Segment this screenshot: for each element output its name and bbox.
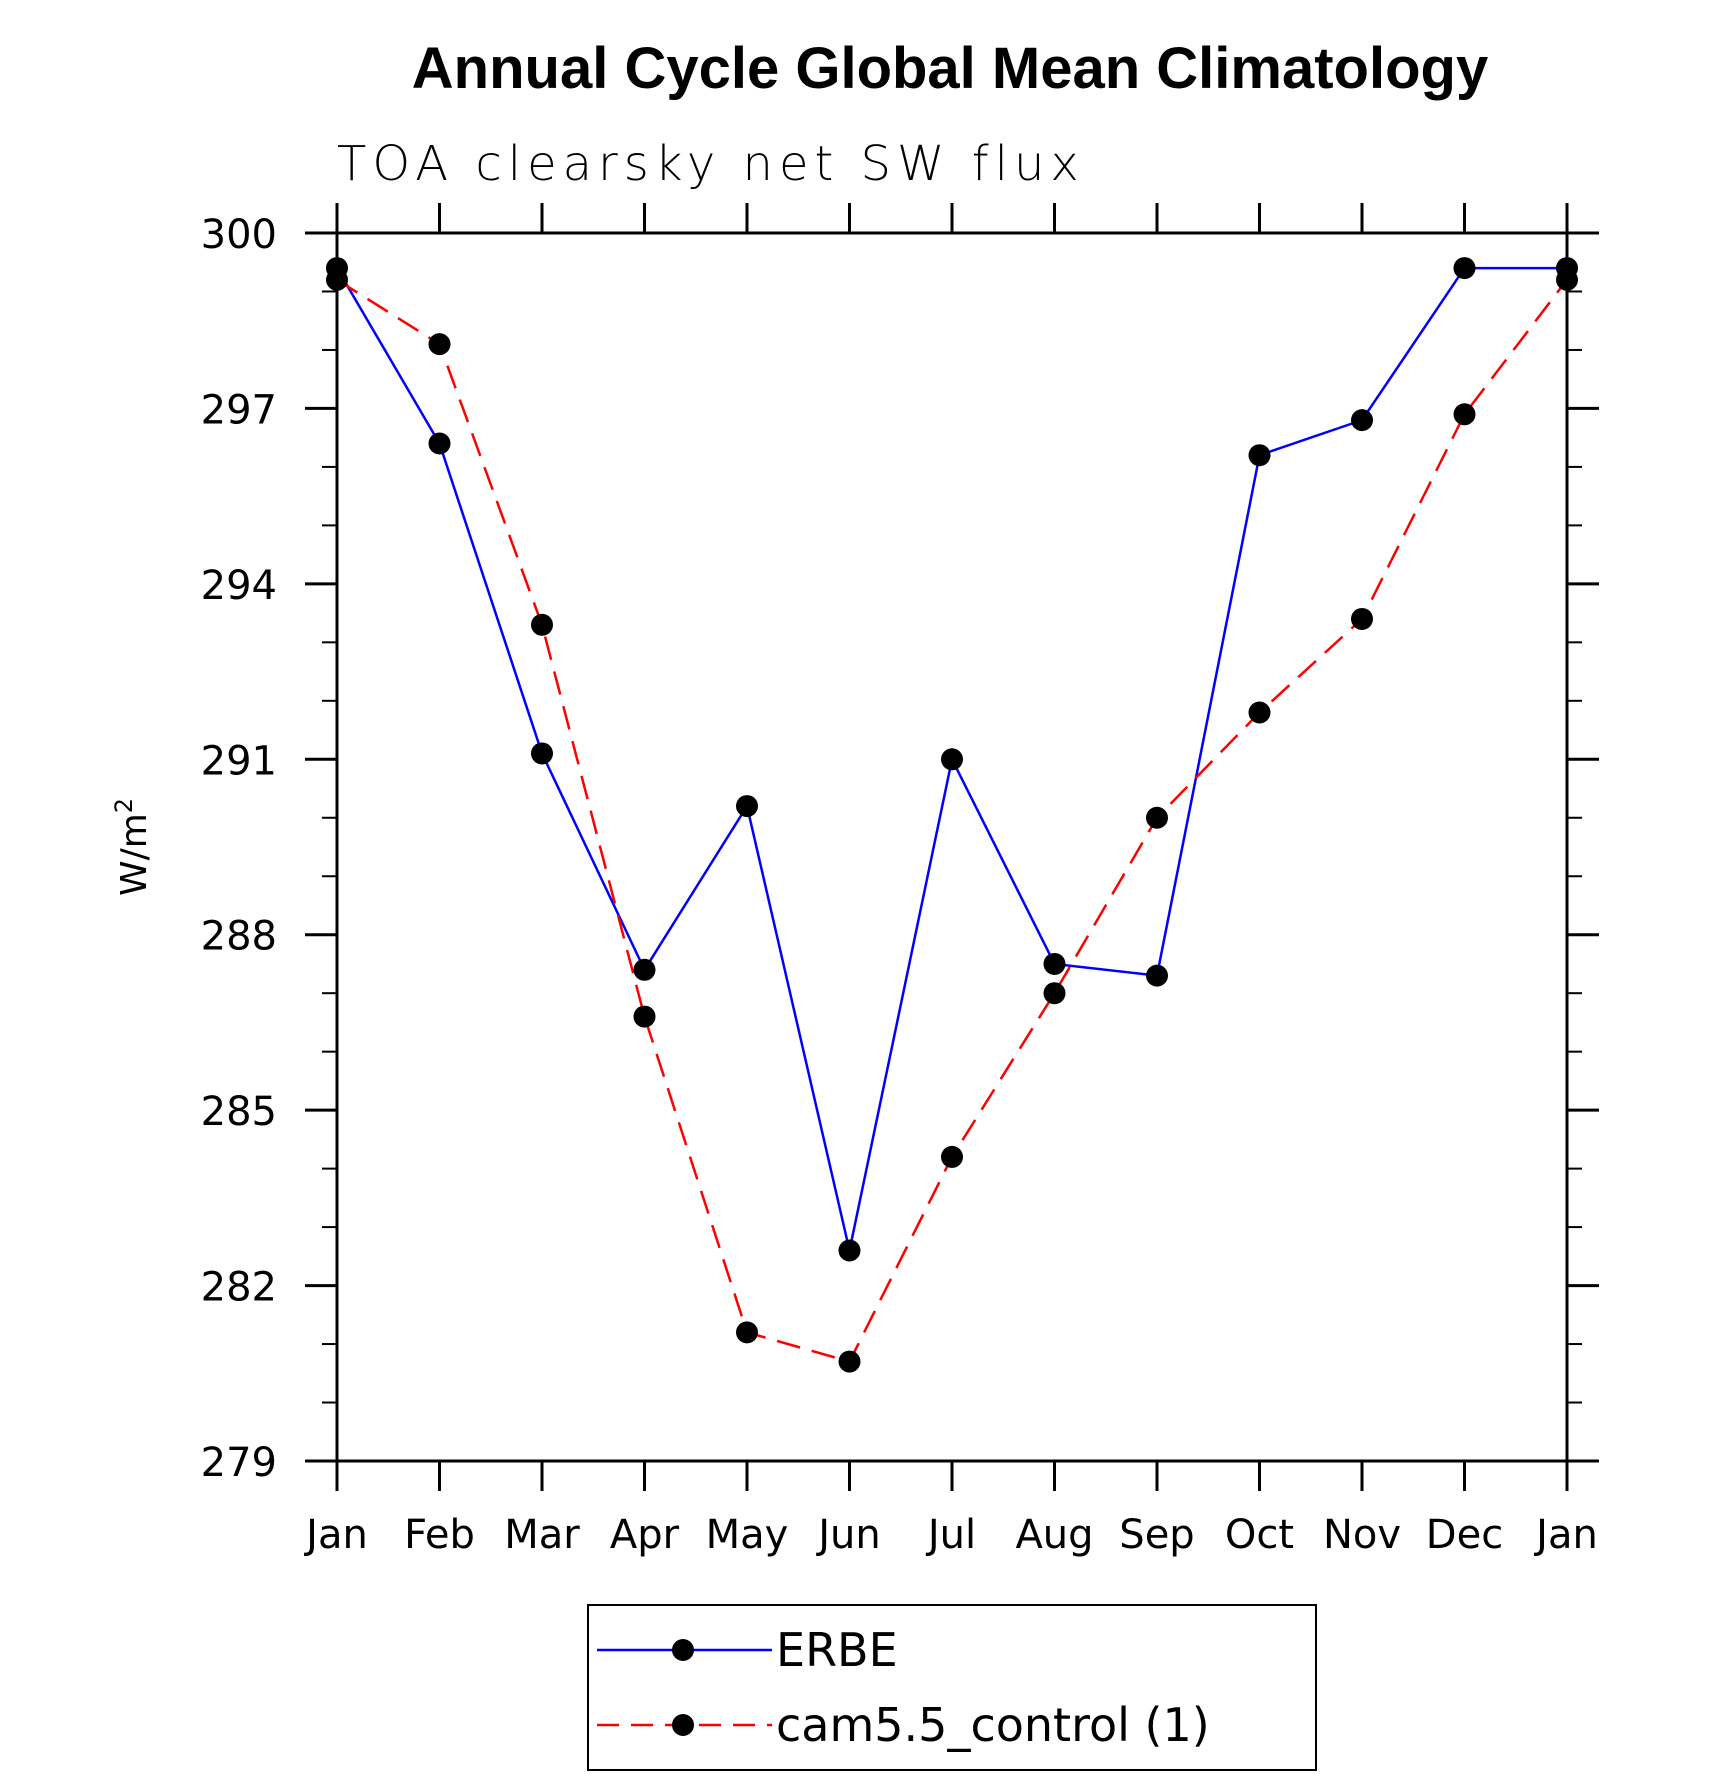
- x-tick-label: Dec: [1426, 1512, 1503, 1558]
- data-point-1: [1453, 403, 1476, 426]
- plot-frame: [335, 231, 1569, 1463]
- y-tick-label: 294: [201, 563, 277, 609]
- y-tick-label: 297: [201, 387, 277, 433]
- data-point-1: [941, 1145, 963, 1168]
- data-point-1: [1351, 607, 1373, 630]
- data-point-0: [941, 748, 963, 771]
- legend-marker-erbe: [672, 1639, 694, 1661]
- data-point-1: [531, 613, 553, 636]
- legend-label-erbe: ERBE: [776, 1623, 898, 1677]
- x-tick-label: May: [706, 1512, 789, 1558]
- y-tick-label: 279: [201, 1440, 277, 1486]
- data-point-1: [633, 1005, 656, 1028]
- x-tick-label: Jan: [303, 1512, 368, 1558]
- y-tick-label: 285: [201, 1089, 277, 1135]
- legend: ERBE cam5.5_control (1): [587, 1604, 1317, 1771]
- y-tick-label: 291: [201, 738, 277, 784]
- x-tick-label: Jul: [925, 1512, 976, 1558]
- data-point-0: [1043, 952, 1066, 975]
- x-tick-label: Apr: [610, 1512, 680, 1558]
- data-point-1: [736, 1321, 758, 1344]
- y-tick-label: 300: [201, 212, 277, 258]
- y-axis-label-text: W/m: [114, 813, 155, 896]
- data-point-0: [1453, 257, 1476, 280]
- x-tick-label: Aug: [1015, 1512, 1093, 1558]
- data-point-0: [1146, 964, 1168, 987]
- data-point-0: [1248, 444, 1271, 467]
- y-axis-label-superscript: 2: [110, 798, 138, 813]
- data-point-0: [1351, 409, 1373, 432]
- data-point-1: [1146, 806, 1168, 829]
- y-tick-label: 282: [201, 1265, 277, 1311]
- x-tick-label: Oct: [1225, 1512, 1294, 1558]
- data-point-1: [428, 333, 451, 356]
- data-point-0: [428, 432, 451, 455]
- data-point-0: [531, 742, 553, 765]
- x-tick-label: Jun: [815, 1512, 881, 1558]
- data-point-0: [736, 795, 758, 818]
- data-point-1: [838, 1350, 861, 1373]
- data-point-0: [838, 1239, 861, 1262]
- x-tick-label: Feb: [404, 1512, 475, 1558]
- data-point-0: [633, 958, 656, 981]
- legend-marker-cam: [672, 1714, 694, 1736]
- x-tick-label: Jan: [1533, 1512, 1598, 1558]
- x-tick-label: Mar: [504, 1512, 580, 1558]
- y-tick-label: 288: [201, 914, 277, 960]
- x-tick-label: Sep: [1119, 1512, 1194, 1558]
- x-tick-label: Nov: [1323, 1512, 1401, 1558]
- data-point-1: [1248, 701, 1271, 724]
- data-point-1: [1556, 268, 1578, 291]
- data-point-1: [1043, 982, 1066, 1005]
- legend-box: [587, 1604, 1317, 1771]
- chart-title: Annual Cycle Global Mean Climatology: [412, 36, 1488, 101]
- axis-ticks: Jan Feb Mar Apr May Jun Jul Aug Sep Oct Nov Dec Jan 2…: [201, 203, 1599, 1558]
- y-axis-label: W/m2: [110, 798, 155, 896]
- series-line-1: [336, 278, 1568, 1364]
- chart-subtitle: TOA clearsky net SW flux: [337, 136, 1085, 192]
- data-point-1: [326, 268, 348, 291]
- series-layer: [326, 257, 1578, 1373]
- legend-label-cam: cam5.5_control (1): [776, 1698, 1210, 1752]
